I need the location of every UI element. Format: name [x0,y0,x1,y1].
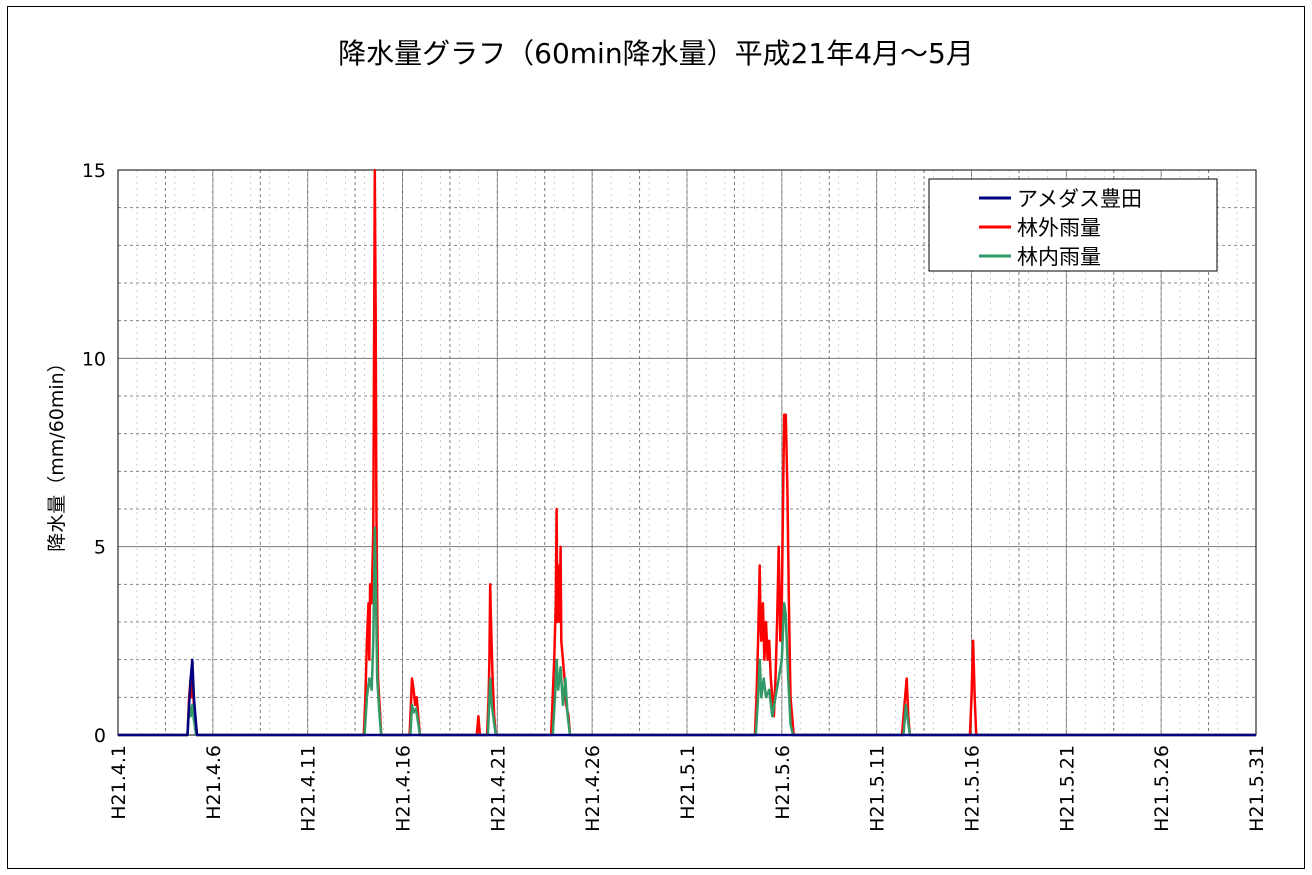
axis-labels: 0 5 10 15 H21.4.1 H21.4.6 H21.4.11 H21.4.16 H21.… [82,160,1268,832]
y-tick-label: 0 [94,725,106,747]
chart-title: 降水量グラフ（60min降水量）平成21年4月～5月 [338,37,974,70]
x-tick-label: H21.5.31 [1246,745,1268,832]
x-tick-label: H21.5.6 [772,745,794,820]
legend-box [928,178,1218,272]
series-line-1 [118,658,1256,737]
x-tick-label: H21.5.1 [677,745,699,820]
legend-label: 林内雨量 [1017,245,1101,269]
y-axis-label: 降水量（mm/60min） [46,353,68,551]
series-layer [118,168,1256,737]
rainfall-chart: 降水量グラフ（60min降水量）平成21年4月～5月 0 5 10 15 H21.4.1… [46,37,1268,832]
legend-label: アメダス豊田 [1017,187,1142,211]
x-tick-label: H21.5.21 [1056,745,1078,832]
x-tick-label: H21.4.1 [108,745,130,820]
chart-frame: 降水量グラフ（60min降水量）平成21年4月～5月 0 5 10 15 H21.4.1… [7,6,1305,869]
y-tick-label: 5 [94,537,106,559]
x-tick-label: H21.4.11 [298,745,320,832]
legend-label: 林外雨量 [1017,216,1101,240]
x-tick-label: H21.4.26 [582,745,604,832]
series-line-2 [118,168,1256,737]
x-tick-label: H21.5.26 [1151,745,1173,832]
x-tick-label: H21.4.21 [487,745,509,832]
x-tick-label: H21.4.6 [203,745,225,820]
y-tick-label: 10 [82,348,106,370]
x-tick-label: H21.5.16 [962,745,984,832]
x-tick-label: H21.5.11 [867,745,889,832]
y-tick-label: 15 [82,160,106,182]
x-tick-label: H21.4.16 [393,745,415,832]
